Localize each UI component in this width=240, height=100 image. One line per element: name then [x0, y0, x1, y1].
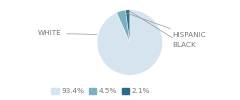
Wedge shape [97, 10, 162, 75]
Text: HISPANIC: HISPANIC [124, 12, 206, 38]
Text: WHITE: WHITE [37, 30, 97, 36]
Text: BLACK: BLACK [130, 11, 196, 48]
Wedge shape [117, 10, 130, 42]
Wedge shape [126, 10, 130, 42]
Legend: 93.4%, 4.5%, 2.1%: 93.4%, 4.5%, 2.1% [48, 85, 153, 97]
